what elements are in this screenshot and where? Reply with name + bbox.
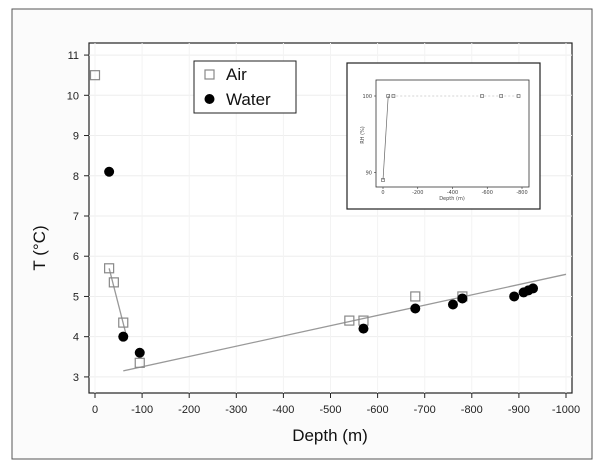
- inset-point: [391, 94, 396, 98]
- legend: Air Water: [193, 60, 297, 114]
- x-axis-title: Depth (m): [292, 426, 368, 445]
- inset-x-axis-title: Depth (m): [439, 196, 465, 202]
- inset-x-tick-label: 0: [381, 190, 384, 196]
- inset-marks: 0 -200 -400 -600 -800 100 90: [362, 94, 527, 196]
- y-tick-label: 8: [73, 171, 79, 183]
- x-tick-label: -600: [367, 404, 389, 416]
- water-point: [410, 303, 421, 314]
- trend-line: [108, 268, 127, 333]
- x-tick-label: -200: [178, 404, 200, 416]
- y-tick-label: 5: [73, 291, 79, 303]
- y-tick-label: 9: [73, 131, 79, 143]
- water-point: [509, 291, 520, 302]
- inset-point: [386, 94, 391, 98]
- air-point: [108, 277, 119, 288]
- air-point: [89, 70, 101, 81]
- data-points: [89, 70, 539, 368]
- inset-point: [516, 94, 521, 98]
- x-tick-label: -900: [508, 404, 530, 416]
- water-point: [447, 299, 458, 310]
- water-point: [457, 293, 468, 304]
- x-tick-label: -800: [461, 404, 483, 416]
- inset-y-tick-label: 90: [366, 170, 372, 176]
- water-point: [528, 283, 539, 294]
- x-tick-label: -100: [131, 404, 153, 416]
- air-point: [410, 291, 421, 302]
- x-tick-label: -1000: [552, 404, 580, 416]
- air-point: [344, 315, 355, 326]
- inset-y-axis-title: RH (%): [360, 126, 366, 144]
- legend-water-label: Water: [226, 90, 271, 109]
- water-point: [134, 347, 145, 358]
- y-tick-label: 10: [67, 90, 79, 102]
- inset-y-tick-label: 100: [362, 94, 372, 100]
- y-tick-label: 4: [73, 332, 79, 344]
- inset-x-tick-label: -800: [516, 190, 527, 196]
- x-tick-label: 0: [92, 404, 98, 416]
- x-tick-label: -700: [414, 404, 436, 416]
- inset-plot-area: [375, 79, 530, 188]
- water-point: [104, 166, 115, 177]
- axis-ticks: 3 4 5 6 7 8 9 10 11 0 -100 -200 -300 -400 -500 -600 -700…: [67, 50, 580, 416]
- air-point: [104, 263, 115, 274]
- y-tick-label: 6: [73, 251, 79, 263]
- y-tick-label: 3: [73, 372, 79, 384]
- y-axis-title: T (°C): [30, 225, 49, 270]
- air-point: [118, 317, 129, 328]
- legend-air-label: Air: [226, 65, 247, 84]
- x-tick-label: -400: [272, 404, 294, 416]
- inset-line: [382, 95, 389, 181]
- inset-chart: 0 -200 -400 -600 -800 100 90 Depth (m) RH (%): [346, 62, 541, 210]
- inset-x-tick-label: -200: [412, 190, 423, 196]
- water-point: [118, 331, 129, 342]
- inset-point: [480, 94, 484, 98]
- inset-x-tick-label: -400: [447, 190, 458, 196]
- y-tick-label: 7: [73, 211, 79, 223]
- legend-water-marker: [204, 94, 215, 104]
- inset-point: [499, 94, 503, 98]
- water-point: [358, 323, 369, 334]
- air-point: [134, 357, 145, 368]
- legend-air-marker: [204, 69, 215, 80]
- inset-x-tick-label: -600: [482, 190, 493, 196]
- y-tick-label: 11: [68, 50, 79, 62]
- x-tick-label: -300: [225, 404, 247, 416]
- inset-point: [381, 178, 385, 182]
- x-tick-label: -500: [319, 404, 341, 416]
